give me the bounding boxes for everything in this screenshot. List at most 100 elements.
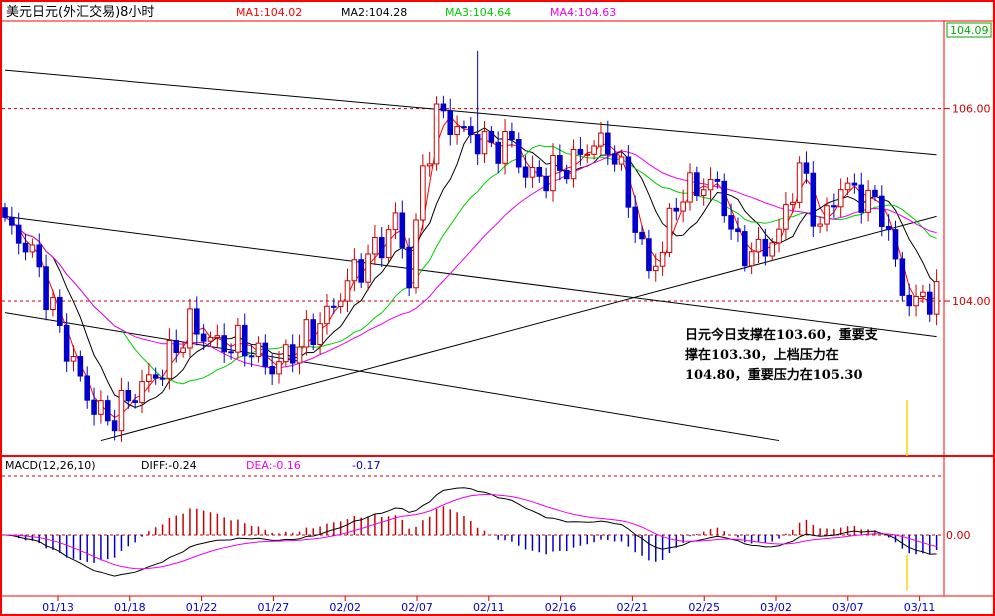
candle-body	[420, 165, 426, 221]
annotation-line-3: 104.80，重要压力在105.30	[685, 367, 863, 383]
candle-body	[920, 291, 926, 297]
candle-body	[22, 242, 29, 253]
candle-body	[742, 231, 748, 267]
candle-body	[570, 148, 577, 180]
macd-dea-line	[4, 493, 937, 570]
candle-body	[351, 259, 358, 282]
candle-body	[269, 366, 275, 375]
candle-body	[43, 266, 49, 311]
candle-body	[413, 219, 419, 289]
legend-ma4: MA4:104.63	[550, 6, 616, 19]
candle-body	[57, 296, 63, 326]
candle-body	[200, 333, 207, 342]
candle-body	[652, 265, 659, 272]
candle-body	[358, 259, 364, 283]
candle-body	[214, 335, 221, 338]
candle-body	[365, 253, 371, 283]
candle-body	[885, 225, 892, 231]
candle-body	[111, 420, 118, 432]
candle-body	[447, 110, 454, 136]
candle-body	[906, 294, 913, 307]
candle-body	[276, 361, 282, 375]
last-price-box	[946, 22, 992, 38]
candle-body	[29, 244, 36, 253]
x-tick-label: 02/07	[401, 601, 433, 614]
candle-body	[762, 238, 769, 257]
candle-body	[721, 180, 728, 217]
macd-dea-label: DEA:-0.16	[246, 459, 301, 472]
candle-body	[646, 238, 652, 272]
x-tick-label: 02/11	[473, 601, 505, 614]
candle-body	[755, 238, 762, 253]
candle-body	[310, 319, 317, 345]
candle-body	[899, 258, 906, 296]
candle-body	[557, 154, 563, 171]
candle-body	[529, 166, 536, 178]
candle-body	[296, 346, 303, 364]
candle-body	[125, 389, 132, 402]
price-axis-ticks: 106.00 104.00	[944, 103, 991, 308]
candle-body	[769, 242, 776, 257]
trendline	[4, 312, 780, 442]
candle-body	[235, 324, 241, 353]
candle-body	[481, 130, 488, 155]
candle-body	[584, 153, 591, 156]
candle-body	[118, 389, 125, 432]
candle-body	[166, 340, 173, 379]
candle-body	[728, 215, 734, 230]
candle-body	[550, 154, 556, 192]
candle-body	[926, 291, 933, 315]
candle-body	[522, 166, 529, 178]
legend-ma1: MA1:104.02	[236, 6, 302, 19]
legend-ma2: MA2:104.28	[341, 6, 407, 19]
candle-body	[317, 323, 323, 345]
candle-body	[152, 374, 159, 379]
candle-body	[591, 145, 597, 155]
candle-body	[865, 189, 871, 213]
candle-body	[666, 207, 673, 253]
candle-body	[502, 131, 508, 164]
candle-body	[63, 324, 70, 362]
candle-body	[474, 134, 481, 155]
candle-body	[851, 182, 858, 186]
candle-body	[454, 126, 460, 136]
candle-body	[783, 204, 789, 230]
candle-body	[77, 356, 84, 377]
candle-body	[515, 139, 522, 168]
candle-body	[385, 229, 392, 259]
annotation-line-2: 撑在103.30，上档压力在	[685, 347, 839, 363]
x-tick-label: 03/11	[904, 601, 936, 614]
candle-body	[70, 356, 77, 362]
candle-body	[680, 201, 686, 212]
candle-body	[15, 224, 22, 244]
candle-body	[748, 251, 755, 267]
candle-body	[132, 400, 138, 403]
x-tick-label: 01/27	[258, 601, 290, 614]
candle-body	[406, 246, 412, 289]
annotation-line-1: 日元今日支撑在103.60，重要支	[685, 327, 879, 343]
x-tick-label: 01/22	[186, 601, 218, 614]
candle-body	[283, 344, 289, 363]
macd-lines	[4, 487, 937, 577]
candle-body	[255, 342, 262, 357]
candle-body	[303, 319, 310, 348]
candle-body	[139, 381, 145, 403]
candle-body	[207, 336, 214, 342]
candle-body	[50, 296, 56, 311]
candle-body	[194, 308, 200, 335]
candle-body	[618, 156, 625, 165]
macd-diff-label: DIFF:-0.24	[141, 459, 197, 472]
candle-body	[796, 162, 803, 203]
candle-body	[831, 205, 837, 208]
candle-body	[488, 130, 495, 143]
last-price-label: 104.09	[950, 24, 989, 37]
trendline	[4, 69, 937, 156]
candle-body	[228, 351, 234, 354]
chart-title: 美元日元(外汇交易)8小时	[6, 4, 154, 20]
candle-body	[241, 324, 248, 357]
x-axis-ticks: 01/13 01/18 01/22 01/27 02/02 02/07 02/11 02/16…	[42, 596, 935, 614]
candle-body	[625, 156, 632, 208]
price-gridlines	[2, 108, 944, 302]
candle-body	[324, 305, 330, 325]
